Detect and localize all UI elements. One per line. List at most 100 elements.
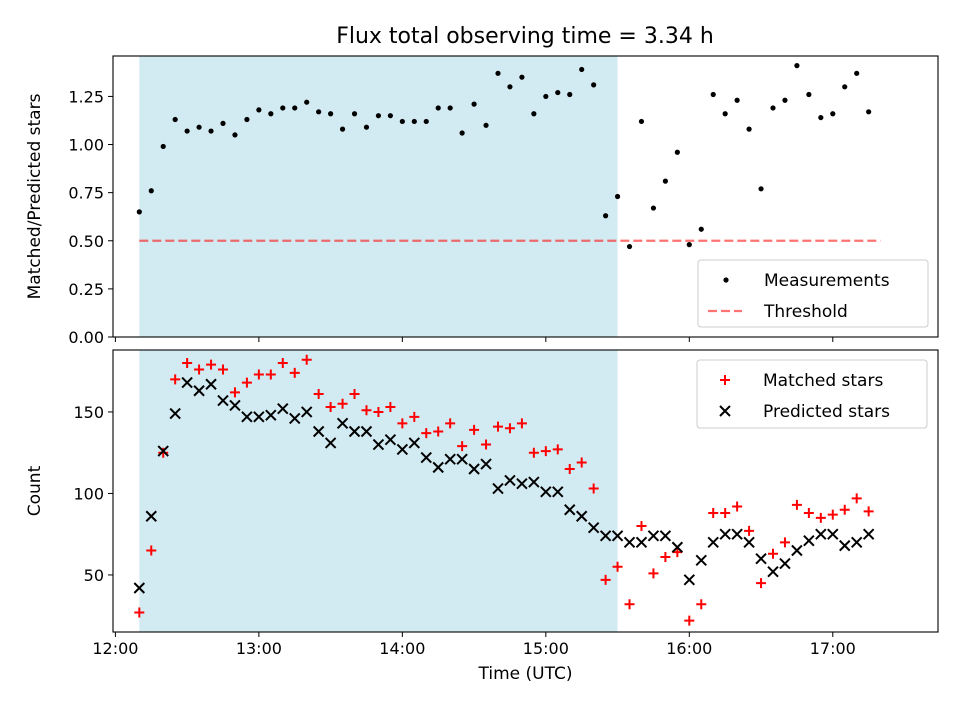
data-point — [768, 548, 778, 559]
legend-box — [697, 259, 929, 328]
y-tick-label: 1.25 — [68, 87, 104, 106]
data-point — [791, 544, 803, 557]
legend-label: Matched stars — [763, 371, 883, 391]
data-point — [181, 376, 193, 389]
data-point — [265, 369, 276, 380]
data-point — [862, 528, 875, 540]
data-point — [806, 91, 812, 98]
data-point — [421, 428, 432, 439]
data-point — [229, 399, 241, 412]
data-point — [587, 521, 600, 534]
data-point — [794, 63, 800, 69]
data-point — [459, 130, 465, 136]
data-point — [576, 457, 587, 468]
data-point — [756, 578, 767, 589]
data-point — [268, 111, 274, 117]
data-point — [241, 377, 252, 388]
data-point — [372, 438, 385, 451]
data-point — [289, 367, 300, 378]
data-point — [516, 418, 527, 429]
data-point — [292, 105, 298, 111]
top-panel: 0.00 0.25 0.50 0.75 1.00 1.25 Matched/Predicte… — [25, 55, 939, 347]
data-point — [133, 582, 146, 594]
y-tick-label: 100 — [73, 484, 104, 503]
data-point — [280, 105, 286, 111]
data-point — [493, 421, 503, 432]
data-point — [600, 574, 611, 585]
legend-marker — [720, 375, 730, 385]
data-point — [399, 118, 405, 125]
data-point — [336, 417, 349, 430]
data-point — [447, 105, 453, 111]
data-point — [420, 451, 432, 464]
data-point — [385, 402, 396, 413]
legend-label: Measurements — [764, 271, 890, 291]
axes-frame — [112, 55, 939, 338]
y-tick-label: 0.75 — [68, 184, 104, 203]
data-point — [579, 66, 585, 73]
data-point — [205, 378, 217, 390]
data-point — [300, 406, 313, 418]
data-point — [588, 483, 599, 494]
data-point — [256, 107, 262, 113]
data-point — [351, 111, 358, 117]
data-point — [779, 537, 790, 548]
data-point — [791, 499, 802, 510]
data-point — [208, 128, 214, 134]
data-point — [603, 213, 609, 219]
data-point — [348, 425, 361, 438]
data-point — [803, 508, 814, 519]
data-point — [196, 124, 202, 130]
data-point — [206, 359, 217, 370]
data-point — [660, 552, 671, 563]
data-point — [528, 447, 539, 458]
y-tick-label: 1.00 — [68, 136, 104, 155]
x-tick-label: 16:00 — [666, 639, 712, 658]
data-point — [647, 530, 660, 542]
data-point — [469, 424, 480, 435]
legend-marker — [719, 405, 731, 417]
data-point — [648, 568, 659, 579]
data-point — [540, 486, 552, 498]
data-point — [325, 402, 336, 413]
data-point — [456, 453, 468, 465]
data-point — [695, 554, 707, 566]
chart-title: Flux total observing time = 3.34 h — [336, 24, 714, 49]
data-point — [850, 536, 863, 549]
y-axis-label: Matched/Predicted stars — [25, 93, 45, 299]
data-point — [277, 402, 289, 415]
data-point — [182, 358, 193, 369]
data-point — [662, 178, 668, 184]
data-point — [672, 547, 683, 558]
data-point — [360, 425, 373, 438]
data-point — [731, 528, 743, 540]
data-point — [172, 116, 178, 123]
data-point — [432, 461, 444, 474]
data-point — [145, 510, 157, 522]
data-point — [157, 445, 169, 457]
data-point — [599, 530, 612, 542]
legend-box — [696, 359, 928, 429]
data-point — [827, 528, 839, 540]
data-point — [148, 188, 154, 194]
data-point — [626, 243, 633, 250]
data-point — [659, 530, 672, 542]
data-point — [253, 369, 264, 380]
data-point — [719, 528, 731, 540]
data-point — [218, 364, 228, 375]
data-point — [863, 506, 874, 517]
data-point — [516, 477, 528, 490]
x-tick-label: 15:00 — [523, 639, 569, 658]
data-point — [158, 447, 169, 458]
data-point — [363, 124, 370, 130]
data-point — [241, 411, 253, 423]
data-point — [457, 441, 468, 452]
data-point — [614, 193, 621, 200]
series-measurements — [136, 63, 872, 250]
data-point — [815, 528, 827, 540]
data-point — [732, 501, 743, 512]
data-point — [636, 521, 647, 532]
data-point — [755, 552, 767, 565]
data-point — [827, 509, 838, 520]
